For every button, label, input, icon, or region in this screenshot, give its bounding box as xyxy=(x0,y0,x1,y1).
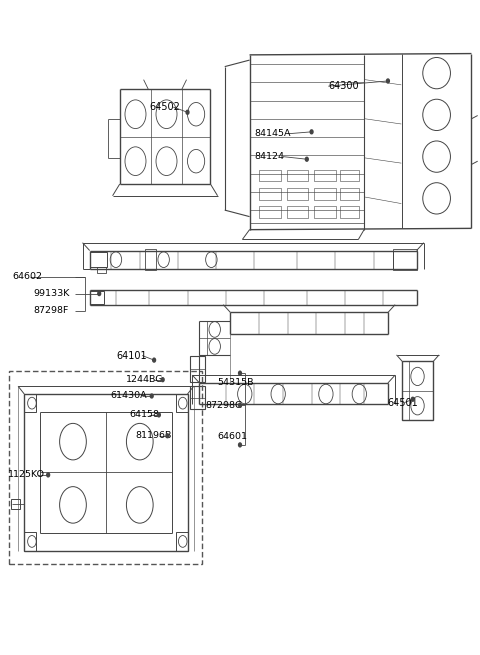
Text: 64158: 64158 xyxy=(129,411,159,419)
Text: 64601: 64601 xyxy=(217,432,248,441)
Circle shape xyxy=(386,79,389,83)
Bar xyxy=(314,188,336,200)
Text: 64502: 64502 xyxy=(149,102,180,112)
Circle shape xyxy=(239,403,241,407)
Bar xyxy=(287,188,308,200)
Text: 84124: 84124 xyxy=(254,152,284,161)
Bar xyxy=(24,394,36,412)
Bar xyxy=(190,386,205,409)
Text: 64300: 64300 xyxy=(328,81,359,91)
Circle shape xyxy=(239,371,241,375)
Text: 1244BG: 1244BG xyxy=(126,375,164,384)
Bar xyxy=(190,356,205,383)
Circle shape xyxy=(161,378,164,382)
Text: 87298F: 87298F xyxy=(34,306,69,315)
Circle shape xyxy=(98,291,101,295)
Bar xyxy=(393,250,417,270)
Circle shape xyxy=(153,358,156,362)
Bar xyxy=(340,188,360,200)
Bar xyxy=(402,362,433,420)
Circle shape xyxy=(186,110,189,114)
Bar xyxy=(11,499,21,509)
Bar xyxy=(287,206,308,218)
Text: 1125KO: 1125KO xyxy=(8,470,45,479)
Bar xyxy=(90,252,107,267)
Text: 54315B: 54315B xyxy=(217,379,254,388)
Text: 61430A: 61430A xyxy=(110,392,147,400)
Bar xyxy=(90,291,105,304)
Circle shape xyxy=(47,473,49,477)
Bar xyxy=(9,371,202,563)
Circle shape xyxy=(305,157,308,161)
Bar xyxy=(144,250,156,270)
Bar xyxy=(259,206,281,218)
Bar xyxy=(176,394,188,412)
Circle shape xyxy=(239,443,241,447)
Text: 81196B: 81196B xyxy=(135,431,171,440)
Circle shape xyxy=(150,394,153,398)
Bar xyxy=(314,206,336,218)
Circle shape xyxy=(166,434,169,438)
Bar xyxy=(97,267,107,273)
Circle shape xyxy=(157,413,160,417)
Bar xyxy=(340,206,360,218)
Text: 87298G: 87298G xyxy=(205,401,242,409)
Text: 64602: 64602 xyxy=(12,272,42,281)
Bar xyxy=(314,170,336,181)
Circle shape xyxy=(411,398,414,402)
Circle shape xyxy=(310,130,313,134)
Text: 99133K: 99133K xyxy=(34,289,70,298)
Bar xyxy=(176,533,188,551)
Text: 64101: 64101 xyxy=(116,350,146,360)
Bar xyxy=(24,533,36,551)
Bar xyxy=(259,170,281,181)
Text: 84145A: 84145A xyxy=(254,129,291,138)
Bar xyxy=(259,188,281,200)
Bar xyxy=(287,170,308,181)
Bar xyxy=(340,170,360,181)
Text: 64501: 64501 xyxy=(387,398,418,407)
